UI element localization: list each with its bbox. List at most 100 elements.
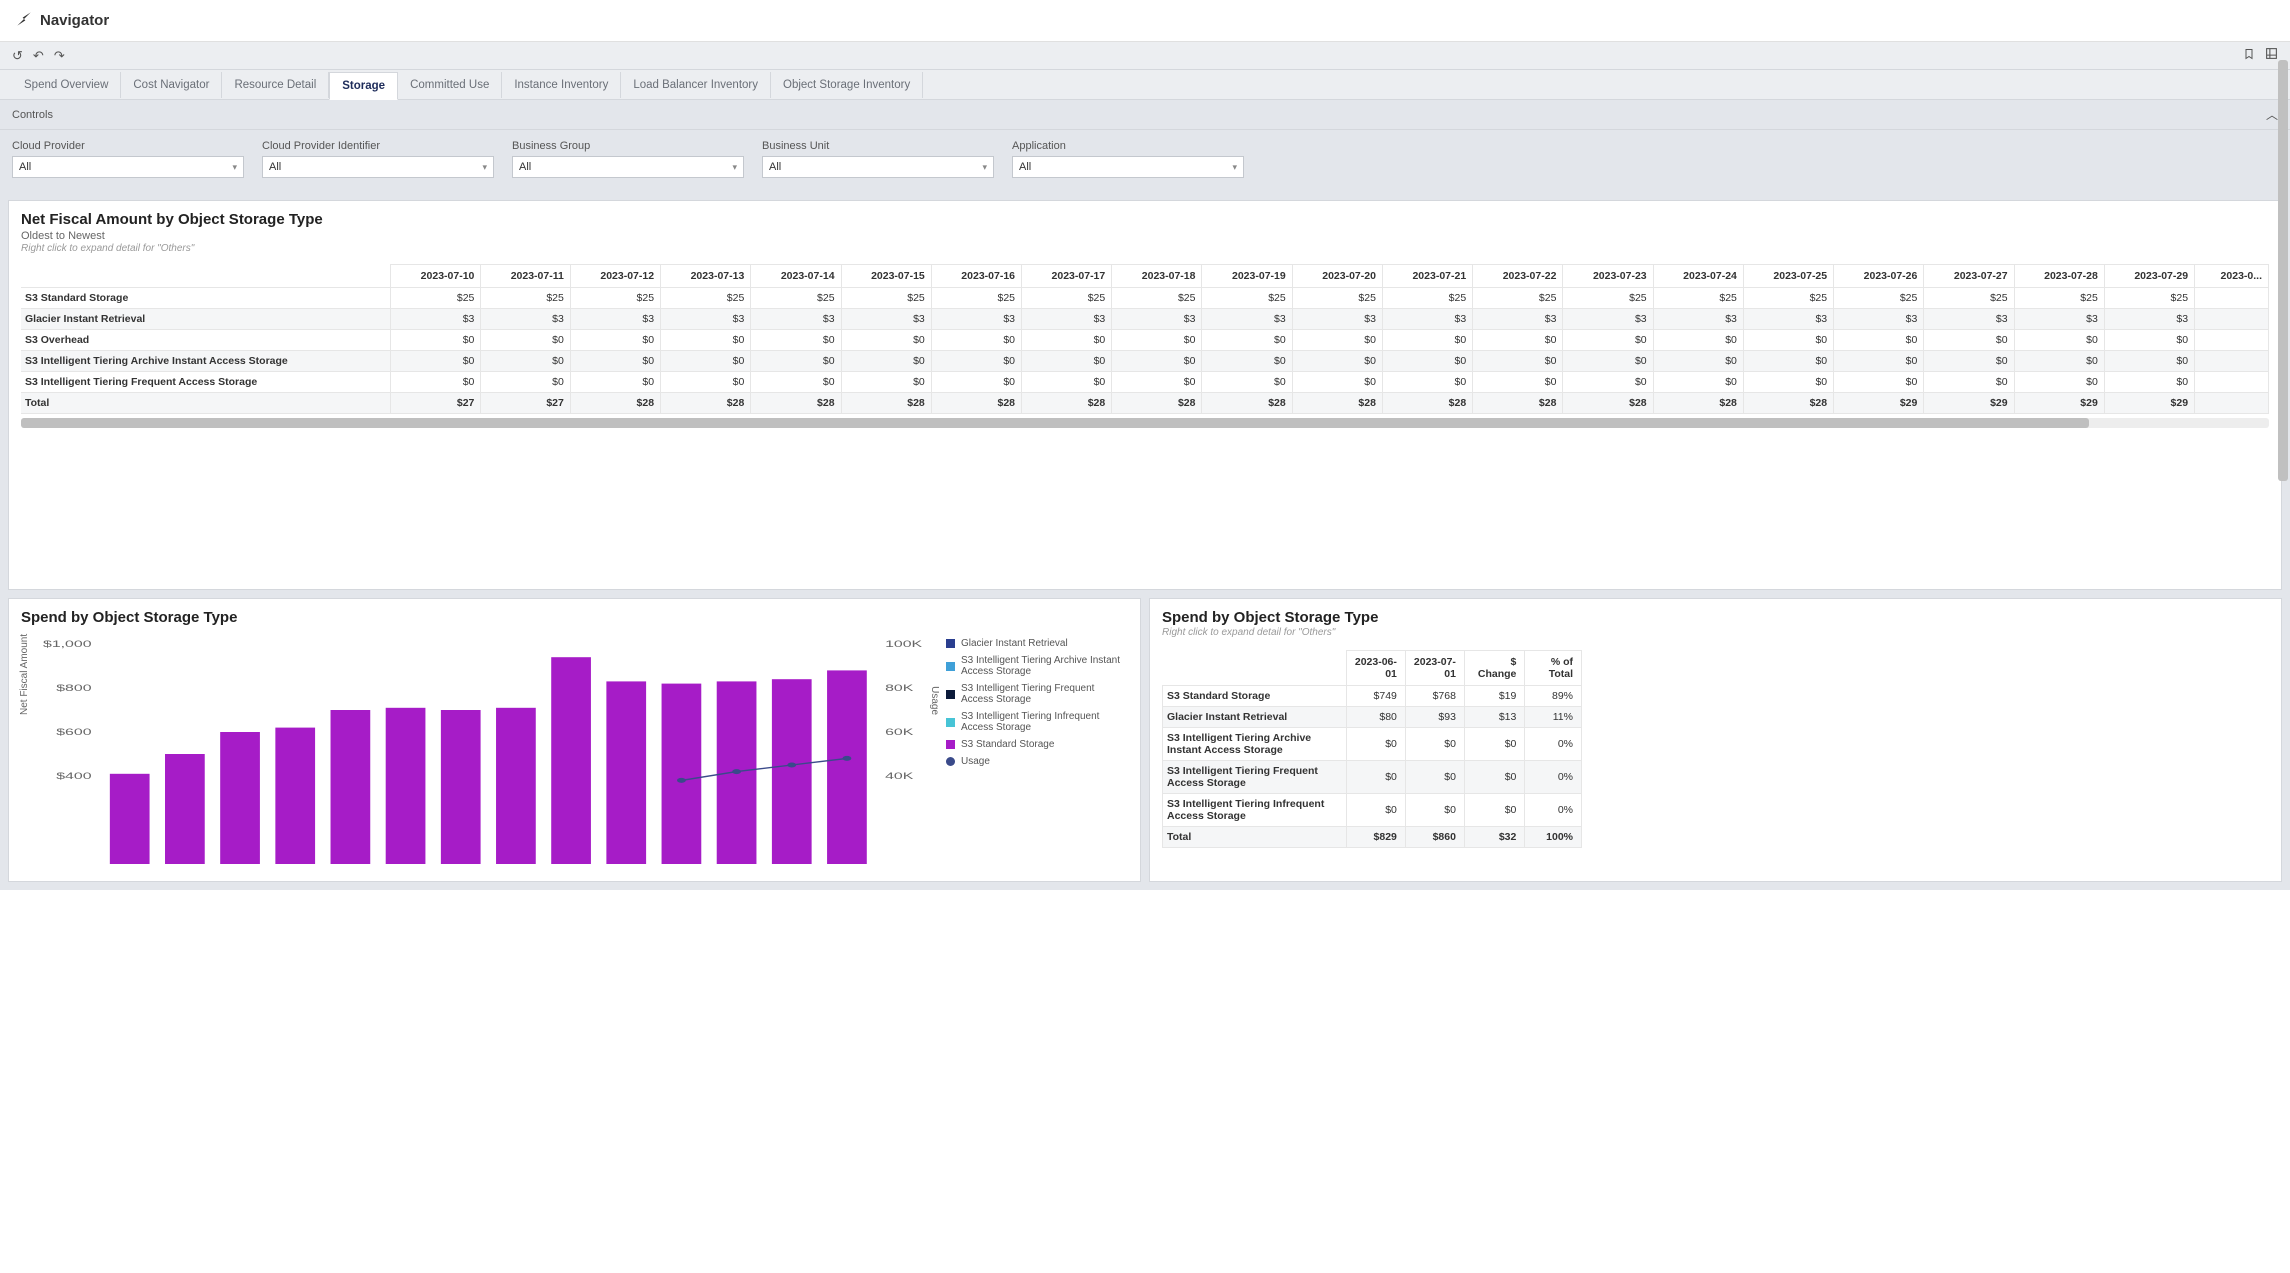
table-cell: $0: [751, 351, 841, 372]
column-header[interactable]: 2023-07-19: [1202, 265, 1292, 288]
table-cell: $0: [1112, 330, 1202, 351]
table-cell: $0: [1202, 351, 1292, 372]
tab-spend-overview[interactable]: Spend Overview: [12, 72, 121, 98]
filter-business-unit: Business Unit All: [762, 140, 994, 178]
column-header[interactable]: 2023-07-12: [570, 265, 660, 288]
column-header[interactable]: 2023-07-27: [1924, 265, 2014, 288]
legend-item[interactable]: Glacier Instant Retrieval: [946, 638, 1128, 649]
table-cell: $28: [1292, 393, 1382, 414]
tab-object-storage-inventory[interactable]: Object Storage Inventory: [771, 72, 923, 98]
table-cell: $0: [1022, 351, 1112, 372]
column-header[interactable]: 2023-07-18: [1112, 265, 1202, 288]
table-cell: $25: [1743, 288, 1833, 309]
table-cell: $0: [1924, 330, 2014, 351]
chevron-up-icon[interactable]: ︿: [2266, 106, 2278, 123]
undo-icon[interactable]: ↺: [12, 48, 23, 64]
tab-resource-detail[interactable]: Resource Detail: [222, 72, 329, 98]
table-cell: $749: [1346, 686, 1405, 707]
filter-label: Business Unit: [762, 140, 994, 152]
row-label: S3 Intelligent Tiering Infrequent Access…: [1163, 794, 1347, 827]
table-cell: $28: [1563, 393, 1653, 414]
tab-storage[interactable]: Storage: [329, 72, 398, 100]
redo-left-icon[interactable]: ↶: [33, 48, 44, 64]
vertical-scrollbar[interactable]: [2278, 60, 2288, 1263]
column-header[interactable]: 2023-07-20: [1292, 265, 1382, 288]
table-cell: 100%: [1525, 827, 1582, 848]
column-header[interactable]: % of Total: [1525, 651, 1582, 686]
bookmark-icon[interactable]: [2243, 47, 2255, 64]
table-cell: $3: [2104, 309, 2194, 330]
legend-item[interactable]: S3 Standard Storage: [946, 739, 1128, 750]
table-cell: $29: [1924, 393, 2014, 414]
table-cell: $28: [1743, 393, 1833, 414]
filter-select[interactable]: All: [12, 156, 244, 178]
table-cell: $768: [1405, 686, 1464, 707]
column-header[interactable]: 2023-07-10: [391, 265, 481, 288]
column-header[interactable]: 2023-07-11: [481, 265, 570, 288]
legend-item[interactable]: Usage: [946, 756, 1128, 767]
table-cell: $0: [1292, 372, 1382, 393]
table-cell: $25: [1202, 288, 1292, 309]
table-cell: 0%: [1525, 794, 1582, 827]
table-cell: $0: [1924, 351, 2014, 372]
legend-swatch: [946, 662, 955, 671]
tab-committed-use[interactable]: Committed Use: [398, 72, 502, 98]
table-cell: $25: [1022, 288, 1112, 309]
row-label: S3 Intelligent Tiering Frequent Access S…: [1163, 761, 1347, 794]
tab-cost-navigator[interactable]: Cost Navigator: [121, 72, 222, 98]
legend-item[interactable]: S3 Intelligent Tiering Infrequent Access…: [946, 711, 1128, 733]
column-header[interactable]: 2023-07-28: [2014, 265, 2104, 288]
column-header[interactable]: 2023-07-24: [1653, 265, 1743, 288]
tab-instance-inventory[interactable]: Instance Inventory: [502, 72, 621, 98]
table-cell: $0: [1382, 351, 1472, 372]
legend-item[interactable]: S3 Intelligent Tiering Frequent Access S…: [946, 683, 1128, 705]
column-header[interactable]: 2023-07-26: [1834, 265, 1924, 288]
column-header[interactable]: 2023-07-16: [931, 265, 1021, 288]
controls-bar[interactable]: Controls ︿: [0, 100, 2290, 130]
filter-select[interactable]: All: [1012, 156, 1244, 178]
column-header[interactable]: $ Change: [1464, 651, 1524, 686]
legend-item[interactable]: S3 Intelligent Tiering Archive Instant A…: [946, 655, 1128, 677]
row-label: S3 Overhead: [21, 330, 391, 351]
table-cell: $0: [1405, 761, 1464, 794]
table-cell: $0: [570, 351, 660, 372]
table-cell: $0: [1346, 761, 1405, 794]
column-header[interactable]: 2023-07-14: [751, 265, 841, 288]
filter-label: Application: [1012, 140, 1244, 152]
filters-row: Cloud ProviderAllCloud Provider Identifi…: [0, 130, 2290, 192]
column-header[interactable]: 2023-0...: [2195, 265, 2269, 288]
tab-load-balancer-inventory[interactable]: Load Balancer Inventory: [621, 72, 771, 98]
column-header[interactable]: 2023-07-01: [1405, 651, 1464, 686]
filter-label: Business Group: [512, 140, 744, 152]
column-header[interactable]: 2023-07-23: [1563, 265, 1653, 288]
panel3-title: Spend by Object Storage Type: [1162, 609, 2269, 626]
table-cell: $0: [1382, 330, 1472, 351]
table-cell: $0: [841, 372, 931, 393]
filter-select[interactable]: All: [262, 156, 494, 178]
controls-label: Controls: [12, 109, 53, 121]
spend-summary-table: 2023-06-012023-07-01$ Change% of Total S3…: [1162, 650, 1582, 848]
table-cell: $28: [1202, 393, 1292, 414]
row-label: Total: [21, 393, 391, 414]
horizontal-scrollbar[interactable]: [21, 418, 2269, 428]
column-header[interactable]: 2023-06-01: [1346, 651, 1405, 686]
legend-label: S3 Intelligent Tiering Archive Instant A…: [961, 655, 1128, 677]
column-header[interactable]: 2023-07-15: [841, 265, 931, 288]
column-header[interactable]: 2023-07-25: [1743, 265, 1833, 288]
table-cell: $29: [2104, 393, 2194, 414]
redo-right-icon[interactable]: ↷: [54, 48, 65, 64]
filter-select[interactable]: All: [512, 156, 744, 178]
column-header[interactable]: 2023-07-22: [1473, 265, 1563, 288]
table-cell: $28: [1022, 393, 1112, 414]
table-cell: [2195, 309, 2269, 330]
legend-swatch: [946, 740, 955, 749]
column-header[interactable]: 2023-07-29: [2104, 265, 2194, 288]
table-cell: $27: [391, 393, 481, 414]
column-header[interactable]: 2023-07-13: [661, 265, 751, 288]
table-cell: $29: [1834, 393, 1924, 414]
column-header[interactable]: 2023-07-17: [1022, 265, 1112, 288]
column-header[interactable]: 2023-07-21: [1382, 265, 1472, 288]
filter-select[interactable]: All: [762, 156, 994, 178]
export-icon[interactable]: [2265, 47, 2278, 64]
table-cell: $0: [1563, 330, 1653, 351]
